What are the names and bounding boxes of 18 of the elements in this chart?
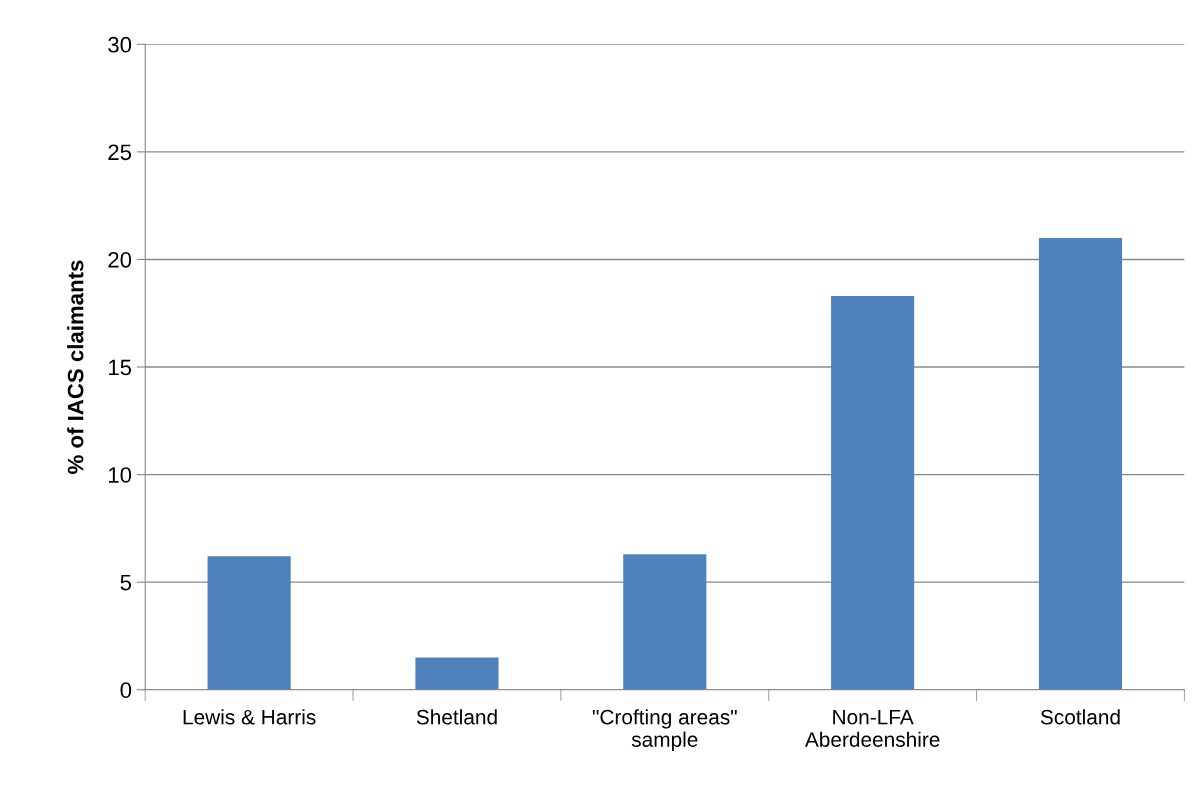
bar: [415, 657, 499, 690]
y-axis-title: % of IACS claimants: [67, 260, 84, 474]
x-tick-label: Shetland: [416, 709, 497, 725]
y-tick-label: 20: [108, 251, 132, 268]
x-tick-label: "Crofting areas" sample: [592, 709, 737, 752]
bar: [1038, 237, 1123, 690]
bar: [831, 296, 915, 690]
x-tick-label: Non-LFA Aberdeenshire: [804, 709, 940, 747]
bar: [207, 556, 291, 690]
y-tick-label: 5: [120, 574, 132, 591]
x-tick-label: Lewis & Harris: [183, 709, 316, 725]
x-tick-label: Scotland: [1040, 709, 1120, 725]
y-tick-label: 25: [108, 144, 132, 161]
bar: [623, 554, 707, 690]
y-tick-label: 15: [108, 359, 132, 376]
y-tick-label: 0: [120, 682, 132, 699]
y-tick-label: 10: [108, 467, 132, 483]
y-tick-label: 30: [108, 36, 132, 53]
